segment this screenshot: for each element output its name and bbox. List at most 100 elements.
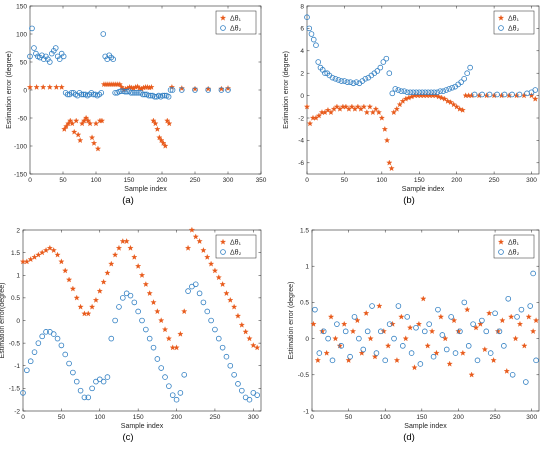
- data-point: [31, 45, 37, 51]
- data-point: [347, 353, 353, 360]
- data-point: [146, 290, 153, 296]
- data-point: [143, 326, 149, 333]
- data-point: [363, 310, 370, 316]
- data-point: [448, 314, 454, 320]
- data-point: [324, 106, 332, 113]
- data-point: [52, 45, 59, 51]
- data-point: [20, 390, 26, 396]
- data-point: [39, 249, 46, 256]
- data-point: [56, 56, 63, 62]
- data-point: [27, 256, 34, 263]
- data-point: [334, 321, 340, 327]
- data-point: [353, 79, 360, 85]
- data-point: [225, 87, 231, 93]
- legend-star-marker: [497, 238, 505, 245]
- data-point: [338, 78, 345, 84]
- data-point: [152, 120, 159, 127]
- y-tick-label: -150: [14, 171, 27, 178]
- data-point: [360, 103, 367, 110]
- data-point: [360, 346, 367, 353]
- data-point: [332, 335, 339, 342]
- data-point: [505, 295, 512, 302]
- data-point: [468, 92, 475, 99]
- chart-panel-a: 0 50 100 150 200 250 300 350 -150 -100 -50 0 50 100 15…: [6, 3, 267, 206]
- x-tick-label: 300: [248, 414, 259, 421]
- y-tick-label: 1: [305, 264, 309, 271]
- data-point: [162, 374, 168, 380]
- data-point: [250, 342, 257, 348]
- data-point: [46, 244, 53, 251]
- x-tick-label: 300: [223, 177, 234, 184]
- data-point: [219, 344, 226, 351]
- x-tick-label: 100: [376, 177, 387, 184]
- legend-star-marker: [219, 14, 227, 21]
- data-point: [43, 329, 49, 335]
- series-2: [312, 270, 539, 385]
- x-tick-label: 250: [190, 177, 201, 184]
- y-tick-label: -2: [298, 115, 304, 122]
- y-tick-label: 0: [23, 87, 27, 94]
- data-point: [364, 328, 371, 335]
- x-tick-label: 50: [59, 177, 67, 184]
- data-point: [386, 159, 393, 166]
- data-point: [459, 349, 466, 356]
- data-point: [29, 25, 35, 32]
- data-point: [73, 117, 80, 124]
- data-point: [443, 346, 450, 353]
- data-point: [146, 92, 152, 99]
- data-point: [490, 357, 497, 363]
- data-point: [160, 139, 167, 146]
- data-point: [329, 74, 336, 81]
- data-point: [100, 378, 107, 385]
- data-point: [479, 91, 485, 98]
- series-1: [310, 295, 540, 378]
- y-tick-label: 0: [300, 93, 304, 100]
- data-point: [384, 137, 391, 144]
- data-point: [158, 317, 165, 324]
- y-tick-label: 0: [16, 318, 20, 325]
- data-point: [98, 90, 105, 96]
- data-point: [35, 340, 42, 346]
- data-point: [246, 335, 253, 342]
- data-point: [434, 89, 441, 96]
- data-point: [200, 299, 207, 306]
- data-point: [425, 89, 432, 96]
- data-point: [468, 371, 475, 378]
- data-point: [24, 367, 30, 374]
- y-tick-label: 2: [16, 227, 20, 234]
- legend-entry: Δθ₁: [508, 240, 520, 247]
- data-point: [116, 81, 123, 88]
- data-point: [335, 77, 342, 83]
- y-tick-label: 2: [300, 71, 304, 78]
- data-point: [380, 328, 387, 334]
- data-point: [483, 328, 490, 335]
- data-point: [450, 101, 457, 108]
- data-point: [165, 335, 172, 342]
- data-point: [496, 328, 503, 335]
- data-point: [215, 274, 222, 281]
- data-point: [363, 109, 370, 116]
- y-tick-label: 6: [300, 26, 304, 33]
- legend-box: [493, 234, 535, 259]
- data-point: [404, 89, 411, 96]
- data-point: [223, 290, 230, 296]
- data-point: [23, 258, 30, 265]
- series-2: [27, 25, 231, 100]
- data-point: [110, 56, 116, 62]
- y-tick-label: 0.5: [11, 295, 20, 302]
- data-point: [78, 91, 85, 98]
- x-axis-label: Sample index: [124, 186, 167, 193]
- y-tick-label: 100: [16, 31, 27, 38]
- data-point: [42, 247, 50, 253]
- data-point: [85, 117, 92, 124]
- y-tick-label: 50: [20, 59, 28, 66]
- legend-entry: Δθ₁: [230, 240, 242, 247]
- data-point: [435, 93, 442, 100]
- data-point: [443, 87, 450, 93]
- data-point: [50, 331, 57, 337]
- data-point: [532, 95, 539, 102]
- y-tick-label: -2: [14, 408, 20, 415]
- data-point: [79, 120, 86, 127]
- data-point: [58, 83, 65, 90]
